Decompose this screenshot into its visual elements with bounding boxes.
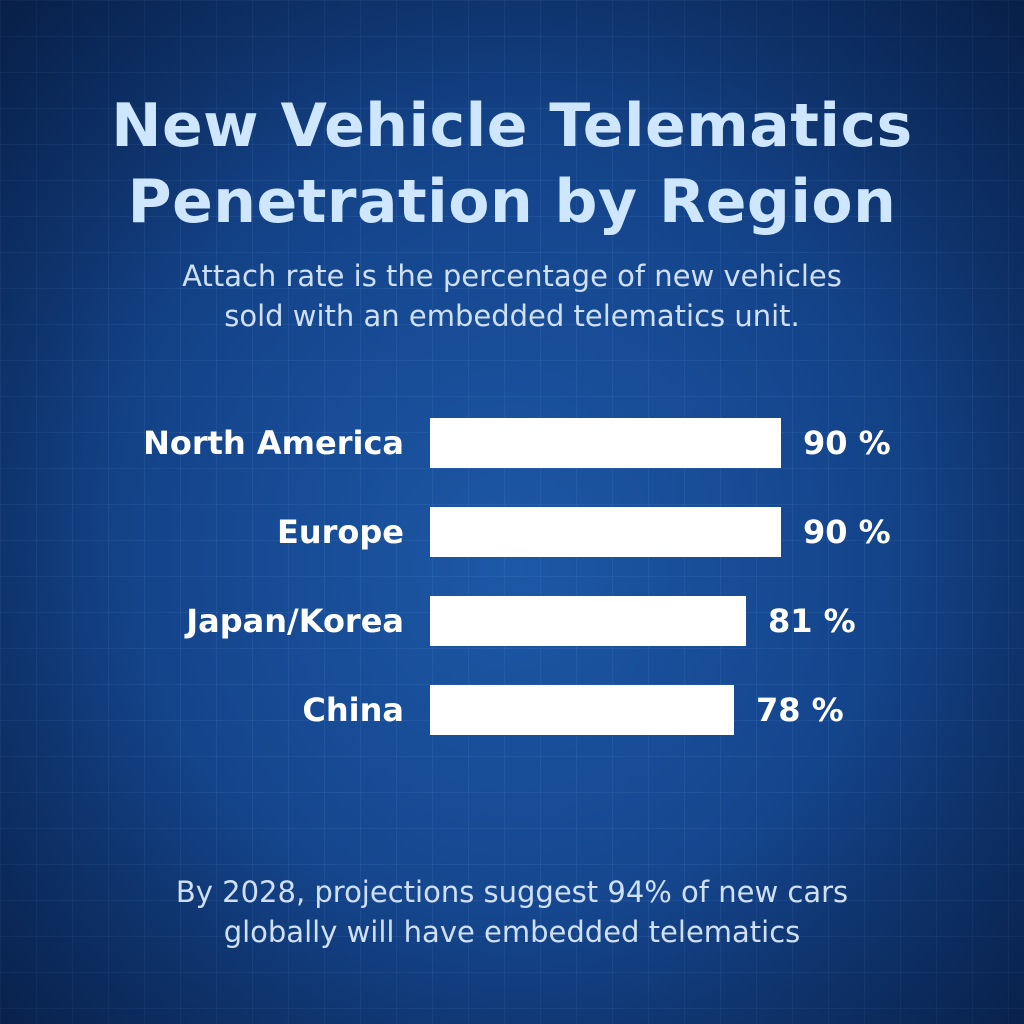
bar (430, 596, 746, 646)
chart-footnote-line-2: globally will have embedded telematics (223, 915, 801, 949)
bar (430, 507, 781, 557)
value-label: 90 % (803, 513, 891, 551)
chart-title-line-1: New Vehicle Telematics (111, 91, 913, 161)
chart-title-line-2: Penetration by Region (127, 167, 897, 237)
chart-subtitle: Attach rate is the percentage of new veh… (0, 256, 1024, 336)
category-label: China (302, 691, 404, 729)
chart-footnote-line-1: By 2028, projections suggest 94% of new … (175, 875, 849, 909)
chart-title: New Vehicle Telematics Penetration by Re… (0, 88, 1024, 240)
bar-chart: North America 90 % Europe 90 % Japan/Korea 81… (0, 400, 1024, 760)
category-label: Europe (276, 513, 404, 551)
category-label: Japan/Korea (186, 602, 404, 640)
chart-footnote: By 2028, projections suggest 94% of new … (0, 872, 1024, 952)
value-label: 90 % (803, 424, 891, 462)
chart-subtitle-line-1: Attach rate is the percentage of new veh… (182, 259, 842, 293)
bar (430, 418, 781, 468)
bar (430, 685, 734, 735)
value-label: 78 % (756, 691, 844, 729)
category-label: North America (143, 424, 404, 462)
value-label: 81 % (768, 602, 856, 640)
chart-subtitle-line-2: sold with an embedded telematics unit. (224, 299, 800, 333)
